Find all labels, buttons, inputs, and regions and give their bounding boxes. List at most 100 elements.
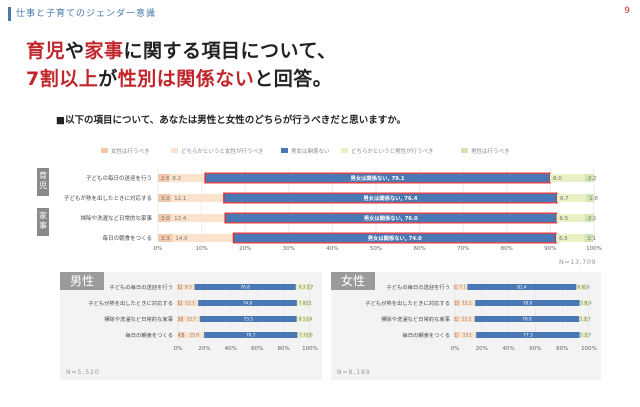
value-label: 74.8 [243, 301, 253, 306]
x-tick-label: 60% [251, 346, 263, 352]
headline-2-segment-1: が [98, 68, 118, 90]
bar-segment [171, 214, 226, 222]
value-label: 70.7 [246, 333, 256, 338]
x-tick-label: 30% [283, 246, 295, 252]
legend-swatch-2 [281, 148, 288, 153]
value-label: 12.7 [187, 317, 197, 322]
headline-2-segment-0: 7割以上 [26, 68, 99, 90]
bar-segment [194, 284, 296, 290]
value-label: 5.3 [580, 333, 587, 338]
value-label: 81.4 [517, 285, 527, 290]
value-label: 14.0 [175, 236, 188, 242]
bar-segment [556, 214, 585, 222]
bar-segment [556, 234, 585, 242]
group-label-childcare: 育児 [37, 168, 49, 196]
bar-segment [199, 316, 297, 322]
bar-segment [475, 300, 580, 306]
value-label: 8.0 [553, 176, 562, 182]
bar-data-label: 男女は関係ない, 74.0 [368, 234, 422, 242]
bar-segment [308, 284, 312, 290]
headline-line-1: 育児や家事に関する項目について、 [26, 36, 337, 63]
bar-segment [579, 316, 587, 322]
bar-segment [455, 332, 459, 338]
bar-segment [296, 316, 308, 322]
legend-swatch-0 [101, 148, 108, 153]
bar-segment [307, 316, 311, 322]
survey-question: ■以下の項目について、あなたは男性と女性のどちらが行うべきだと思いますか。 [56, 115, 407, 126]
x-tick-label: 100% [302, 346, 318, 352]
category-label: 子どもが熱を出したときに対応する [64, 194, 152, 202]
bar-segment [296, 300, 308, 306]
category-label: 子どもが熱を出したときに対応する [88, 299, 173, 307]
value-label: 3.3 [161, 236, 170, 242]
bar-segment [474, 316, 580, 322]
page-number: 9 [624, 6, 630, 16]
bar-segment [158, 174, 170, 182]
value-label: 78.0 [522, 317, 532, 322]
bar-segment [178, 284, 183, 290]
value-label: 3.0 [161, 196, 170, 202]
x-tick-label: 10% [195, 246, 207, 252]
bar-segment [476, 332, 580, 338]
bar-segment [158, 234, 173, 242]
value-label: 1.7 [585, 333, 592, 338]
value-label: 77.3 [523, 333, 533, 338]
legend-label-4: 男性は行うべき [471, 147, 510, 155]
bar-segment [455, 284, 458, 290]
value-label: 12.2 [462, 317, 472, 322]
bar-segment [455, 300, 459, 306]
value-label: 4.8 [178, 333, 185, 338]
headline-1-segment-1: や [65, 40, 85, 62]
value-label: 12.1 [174, 196, 186, 202]
male-sample-size: N=5,520 [66, 369, 100, 376]
value-label: 2.1 [587, 236, 596, 242]
category-label: 毎日の朝食をつくる [402, 331, 450, 339]
female-sample-size: N=8,189 [337, 369, 371, 376]
bar-segment [467, 284, 577, 290]
bar-segment [576, 284, 586, 290]
value-label: 6.5 [559, 236, 568, 242]
x-tick-label: 20% [198, 346, 210, 352]
value-label: 2.6 [161, 176, 170, 182]
bar-segment [183, 316, 200, 322]
value-label: 78.0 [523, 301, 533, 306]
value-label: 7.8 [299, 301, 306, 306]
bar-segment [178, 300, 183, 306]
overall-sample-size: N=13,709 [558, 258, 596, 266]
bar-segment [225, 214, 557, 222]
bar-segment [169, 174, 206, 182]
x-tick-label: 100% [581, 346, 597, 352]
headline-1-segment-3: に関する項目について、 [123, 40, 337, 62]
bar-segment [307, 300, 310, 306]
bar-segment [178, 316, 184, 322]
value-label: 9.3 [299, 285, 306, 290]
bar-data-label: 男女は関係ない, 79.1 [351, 174, 405, 182]
female-panel: 女性 0% 20% 40% 60% 80% 100% 子どもの毎日の送迎を行う 2.1 7.1 8… [331, 272, 601, 380]
value-label: 8.1 [299, 317, 306, 322]
value-label: 76.8 [241, 285, 251, 290]
bar-segment [223, 194, 557, 202]
category-label: 子どもの毎日の送迎を行う [86, 174, 152, 182]
value-label: 2.6 [306, 333, 313, 338]
bar-segment [158, 214, 172, 222]
value-label: 15.0 [190, 333, 200, 338]
legend-swatch-1 [171, 148, 178, 153]
x-tick-label: 20% [476, 346, 488, 352]
bar-segment [204, 332, 298, 338]
value-label: 2.1 [453, 285, 460, 290]
bar-segment [586, 194, 594, 202]
x-tick-label: 80% [277, 346, 289, 352]
value-label: 6.6 [577, 285, 584, 290]
category-label: 子どもの毎日の送迎を行う [386, 283, 450, 291]
x-tick-label: 100% [586, 246, 602, 252]
bar-segment [455, 316, 459, 322]
overall-stacked-bar-chart: 女性は行うべき どちらかというと女性が行うべき 男女は関係ない どちらかというと男性が… [64, 147, 602, 252]
bar-segment [549, 174, 585, 182]
bar-data-label: 男女は関係ない, 76.4 [363, 194, 417, 202]
bar-segment [171, 194, 224, 202]
bar-segment [579, 332, 587, 338]
bar-highlight [224, 212, 558, 224]
value-label: 2.7 [307, 285, 314, 290]
category-label: 毎日の朝食をつくる [103, 234, 152, 242]
legend-swatch-3 [341, 148, 348, 153]
